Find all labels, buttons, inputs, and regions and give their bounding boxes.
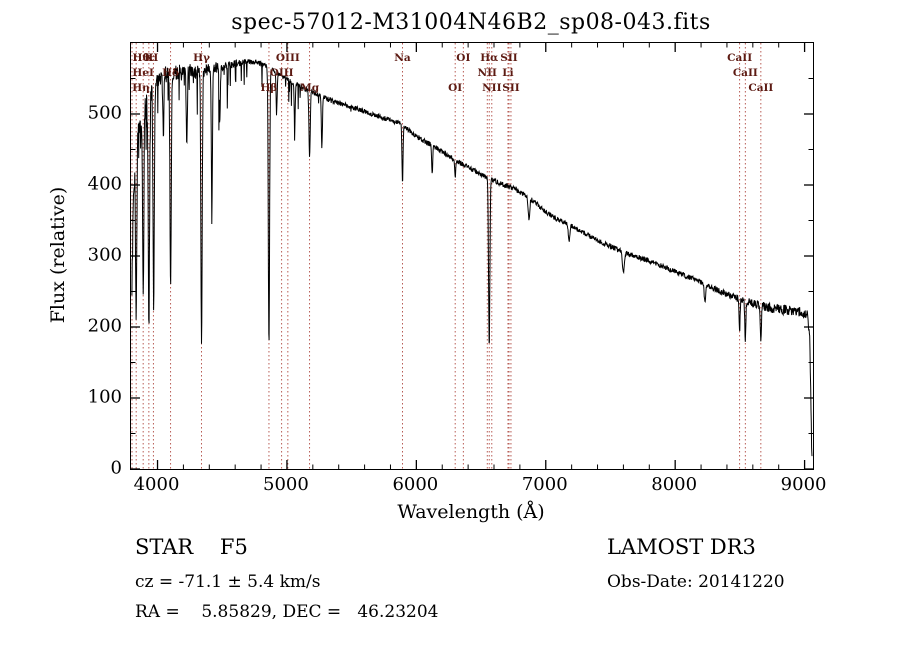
y-tick-label: 0: [110, 457, 122, 479]
spectral-line-label: OI: [448, 82, 462, 94]
spectral-line-label: Hδ: [162, 67, 179, 79]
spectral-line-label: Hα: [480, 52, 498, 64]
y-tick-label: 100: [87, 386, 122, 408]
spectral-line-label: OIII: [270, 67, 294, 79]
y-tick-label: 500: [87, 102, 122, 124]
object-class-label: STAR F5: [135, 535, 248, 559]
y-tick-label: 400: [87, 173, 122, 195]
plot-area: Hθ Hη HeI K H Hδ Hγ Hβ OIII OIII Mg Na OI OI NII Hα NII L…: [130, 42, 814, 470]
spectral-line-label: Hγ: [193, 52, 210, 64]
spectral-line-label: NII: [482, 82, 502, 94]
y-tick-label: 200: [87, 315, 122, 337]
x-tick-label: 5000: [263, 474, 309, 495]
y-tick-label: 300: [87, 244, 122, 266]
survey-name-label: LAMOST DR3: [607, 535, 756, 559]
x-tick-label: 8000: [651, 474, 698, 495]
spectral-line-label: SII: [502, 82, 519, 94]
spectral-line-label: Hθ: [133, 52, 150, 64]
spectrum-line: [131, 58, 813, 457]
spectral-line-label: NII: [478, 67, 498, 79]
spectral-line-label: Mg: [300, 82, 320, 94]
spectral-line-label: Li: [502, 67, 513, 79]
obs-date-label: Obs-Date: 20141220: [607, 572, 785, 592]
spectral-line-label: CaII: [733, 67, 758, 79]
spectral-line-label: CaII: [748, 82, 773, 94]
spectral-line-label: K: [144, 52, 154, 64]
spectral-line-label: OI: [456, 52, 470, 64]
spectrum-plot-canvas: HθHηHeIKHHδHγHβOIIIOIIIMgNaOIOINIIHαNIIL…: [131, 43, 813, 469]
spectral-line-label: HeI: [132, 67, 154, 79]
x-tick-label: 9000: [780, 474, 827, 495]
spectral-line-label: Hβ: [260, 82, 277, 94]
x-tick-label: 6000: [392, 474, 439, 495]
cz-value-label: cz = -71.1 ± 5.4 km/s: [135, 572, 321, 592]
spectral-line-label: SII: [500, 52, 517, 64]
x-axis-title: Wavelength (Å): [397, 501, 545, 523]
spectral-line-label: CaII: [727, 52, 752, 64]
page-title: spec-57012-M31004N46B2_sp08-043.fits: [231, 10, 711, 35]
spectral-line-label: H: [148, 52, 158, 64]
spectral-line-label: OIII: [276, 52, 300, 64]
x-tick-label: 7000: [521, 474, 568, 495]
spectral-line-label: Hη: [132, 82, 150, 94]
ra-dec-label: RA = 5.85829, DEC = 46.23204: [135, 602, 439, 622]
x-tick-label: 4000: [133, 474, 180, 495]
spectral-line-label: Na: [394, 52, 411, 64]
